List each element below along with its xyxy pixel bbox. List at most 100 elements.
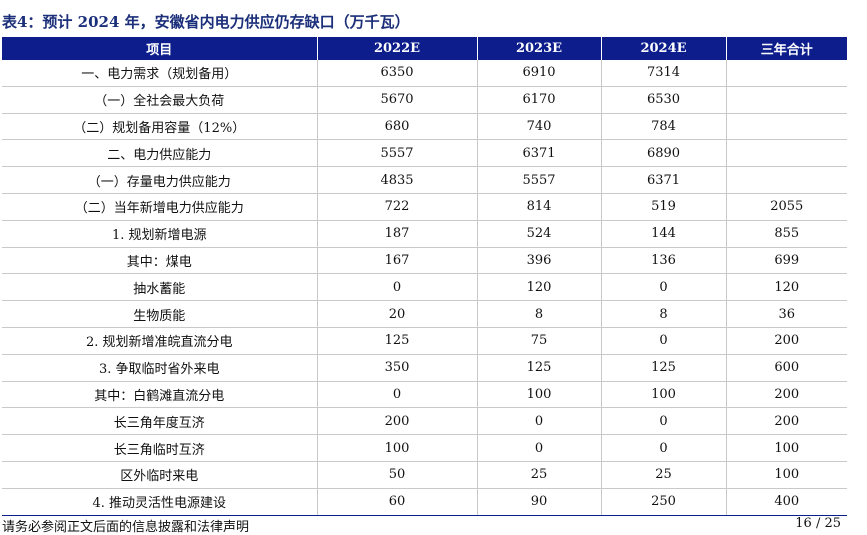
value-cell: 8	[601, 300, 727, 328]
value-cell: 60	[317, 488, 478, 516]
value-cell: 100	[477, 381, 602, 409]
value-cell: 350	[317, 354, 478, 382]
value-cell: 0	[317, 273, 478, 302]
value-cell: 5557	[477, 166, 602, 194]
value-cell: 100	[726, 434, 847, 462]
row-label-cell: 二、电力供应能力	[2, 139, 318, 168]
row-label-cell: （一）存量电力供应能力	[2, 166, 318, 194]
value-cell: 200	[726, 327, 847, 355]
row-label-cell: 3. 争取临时省外来电	[2, 354, 318, 382]
value-cell: 0	[317, 381, 478, 409]
page-number: 16 / 25	[795, 516, 841, 531]
value-cell: 125	[317, 327, 478, 355]
table-row: 1. 规划新增电源 187 524 144 855	[2, 220, 847, 248]
column-header: 三年合计	[726, 37, 847, 60]
value-cell: 6371	[601, 166, 727, 194]
table-row: （二）规划备用容量（12%） 680 740 784	[2, 113, 847, 141]
row-label-cell: （二）当年新增电力供应能力	[2, 193, 318, 221]
row-label-cell: 2. 规划新增准皖直流分电	[2, 327, 318, 355]
row-label-cell: 一、电力需求（规划备用）	[2, 60, 318, 87]
value-cell: 200	[726, 407, 847, 436]
value-cell: 250	[601, 488, 727, 516]
table-row: 其中：白鹤滩直流分电 0 100 100 200	[2, 381, 847, 409]
table-row: 生物质能 20 8 8 36	[2, 300, 847, 328]
value-cell: 25	[601, 461, 727, 489]
value-cell: 144	[601, 220, 727, 248]
value-cell: 0	[601, 434, 727, 462]
row-label-cell: （二）规划备用容量（12%）	[2, 113, 318, 141]
row-label-cell: （一）全社会最大负荷	[2, 86, 318, 114]
value-cell: 6910	[477, 60, 602, 87]
value-cell	[726, 166, 847, 194]
value-cell: 784	[601, 113, 727, 141]
table-row: 一、电力需求（规划备用） 6350 6910 7314	[2, 60, 847, 87]
value-cell: 187	[317, 220, 478, 248]
value-cell: 6890	[601, 139, 727, 168]
row-label-cell: 区外临时来电	[2, 461, 318, 489]
value-cell: 120	[477, 273, 602, 302]
table-row: （一）全社会最大负荷 5670 6170 6530	[2, 86, 847, 114]
value-cell: 855	[726, 220, 847, 248]
table-row: 2. 规划新增准皖直流分电 125 75 0 200	[2, 327, 847, 355]
value-cell: 25	[477, 461, 602, 489]
value-cell: 0	[477, 407, 602, 436]
row-label-cell: 长三角年度互济	[2, 407, 318, 436]
value-cell: 36	[726, 300, 847, 328]
table-header: 项目 2022E 2023E 2024E 三年合计	[2, 37, 847, 60]
value-cell	[726, 113, 847, 141]
value-cell: 90	[477, 488, 602, 516]
value-cell: 6371	[477, 139, 602, 168]
value-cell: 0	[601, 407, 727, 436]
value-cell: 600	[726, 354, 847, 382]
table-row: 区外临时来电 50 25 25 100	[2, 461, 847, 489]
value-cell: 0	[477, 434, 602, 462]
value-cell: 0	[601, 327, 727, 355]
value-cell: 722	[317, 193, 478, 221]
value-cell: 814	[477, 193, 602, 221]
row-label-cell: 抽水蓄能	[2, 273, 318, 302]
value-cell: 167	[317, 247, 478, 275]
table-row: 4. 推动灵活性电源建设 60 90 250 400	[2, 488, 847, 516]
table-row: 二、电力供应能力 5557 6371 6890	[2, 139, 847, 168]
value-cell: 100	[601, 381, 727, 409]
row-label-cell: 生物质能	[2, 300, 318, 328]
value-cell: 396	[477, 247, 602, 275]
column-header: 2023E	[477, 37, 602, 60]
value-cell: 0	[601, 273, 727, 302]
value-cell: 125	[601, 354, 727, 382]
value-cell: 680	[317, 113, 478, 141]
value-cell: 6170	[477, 86, 602, 114]
row-label-cell: 1. 规划新增电源	[2, 220, 318, 248]
value-cell: 5557	[317, 139, 478, 168]
value-cell: 5670	[317, 86, 478, 114]
value-cell: 200	[317, 407, 478, 436]
table-title: 表4：预计 2024 年，安徽省内电力供应仍存缺口（万千瓦）	[2, 13, 410, 31]
value-cell: 75	[477, 327, 602, 355]
column-header: 2022E	[317, 37, 478, 60]
value-cell: 125	[477, 354, 602, 382]
value-cell: 519	[601, 193, 727, 221]
value-cell	[726, 139, 847, 168]
value-cell: 524	[477, 220, 602, 248]
value-cell: 100	[726, 461, 847, 489]
row-label-cell: 其中：煤电	[2, 247, 318, 275]
value-cell: 8	[477, 300, 602, 328]
column-header: 项目	[2, 37, 318, 60]
column-header: 2024E	[601, 37, 727, 60]
value-cell: 20	[317, 300, 478, 328]
value-cell: 50	[317, 461, 478, 489]
table-row: 其中：煤电 167 396 136 699	[2, 247, 847, 275]
table-row: 抽水蓄能 0 120 0 120	[2, 273, 847, 302]
value-cell: 400	[726, 488, 847, 516]
value-cell: 699	[726, 247, 847, 275]
row-label-cell: 其中：白鹤滩直流分电	[2, 381, 318, 409]
table-row: （一）存量电力供应能力 4835 5557 6371	[2, 166, 847, 194]
table-row: 长三角年度互济 200 0 0 200	[2, 407, 847, 436]
row-label-cell: 4. 推动灵活性电源建设	[2, 488, 318, 516]
value-cell: 2055	[726, 193, 847, 221]
header-row: 项目 2022E 2023E 2024E 三年合计	[2, 37, 847, 60]
value-cell	[726, 86, 847, 114]
value-cell: 6350	[317, 60, 478, 87]
value-cell: 4835	[317, 166, 478, 194]
value-cell: 120	[726, 273, 847, 302]
